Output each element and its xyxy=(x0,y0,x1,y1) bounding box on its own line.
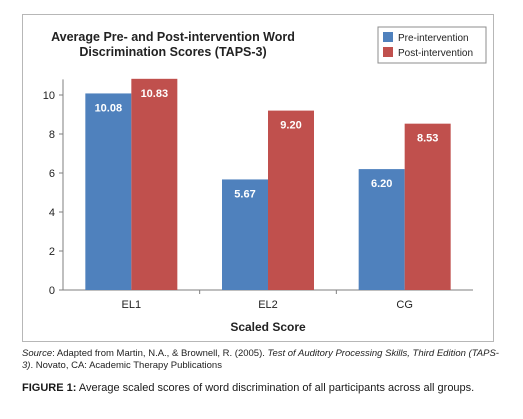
figure-caption: FIGURE 1: Average scaled scores of word … xyxy=(22,382,502,395)
legend-label: Post-intervention xyxy=(398,48,473,59)
legend-swatch xyxy=(383,32,393,42)
caption-text: Average scaled scores of word discrimina… xyxy=(76,382,475,394)
x-tick-label: EL1 xyxy=(122,299,142,311)
bar-chart: Average Pre- and Post-intervention WordD… xyxy=(43,26,487,334)
y-tick-label: 0 xyxy=(49,285,55,297)
chart-frame: Average Pre- and Post-intervention Word D… xyxy=(22,14,494,342)
bar-value-label: 10.83 xyxy=(141,88,169,100)
bar-post-intervention-el1 xyxy=(131,78,178,290)
y-tick-label: 10 xyxy=(43,90,55,102)
bar-post-intervention-el2 xyxy=(268,110,314,290)
source-note: Source: Adapted from Martin, N.A., & Bro… xyxy=(22,348,502,372)
caption-label: FIGURE 1: xyxy=(22,382,77,394)
source-label: Source xyxy=(22,348,53,359)
source-text-1: : Adapted from Martin, N.A., & Brownell,… xyxy=(52,348,268,359)
bar-post-intervention-cg xyxy=(404,123,451,290)
x-tick-label: CG xyxy=(396,299,413,311)
bar-pre-intervention-el2 xyxy=(222,179,268,290)
bar-value-label: 10.08 xyxy=(95,102,123,114)
legend-label: Pre-intervention xyxy=(398,33,469,44)
chart-title-line: Average Pre- and Post-intervention Word xyxy=(51,30,295,44)
legend-box xyxy=(377,26,487,64)
x-tick-label: EL2 xyxy=(258,299,278,311)
source-text-2: . Novato, CA: Academic Therapy Publicati… xyxy=(30,360,222,371)
legend-swatch xyxy=(383,47,393,57)
x-axis-title: Scaled Score xyxy=(230,320,306,334)
source-title: Test of Auditory Processing Skills, Thir… xyxy=(22,348,499,371)
bar-value-label: 8.53 xyxy=(417,133,438,145)
bar-value-label: 9.20 xyxy=(280,120,301,132)
y-tick-label: 8 xyxy=(49,129,55,141)
bar-pre-intervention-cg xyxy=(358,169,405,290)
y-tick-label: 2 xyxy=(49,246,55,258)
bar-pre-intervention-el1 xyxy=(85,93,132,290)
chart-title-line: Discrimination Scores (TAPS-3) xyxy=(79,45,266,59)
bar-value-label: 6.20 xyxy=(371,178,392,190)
y-tick-label: 6 xyxy=(49,168,55,180)
bar-value-label: 5.67 xyxy=(234,188,255,200)
y-tick-label: 4 xyxy=(49,207,55,219)
